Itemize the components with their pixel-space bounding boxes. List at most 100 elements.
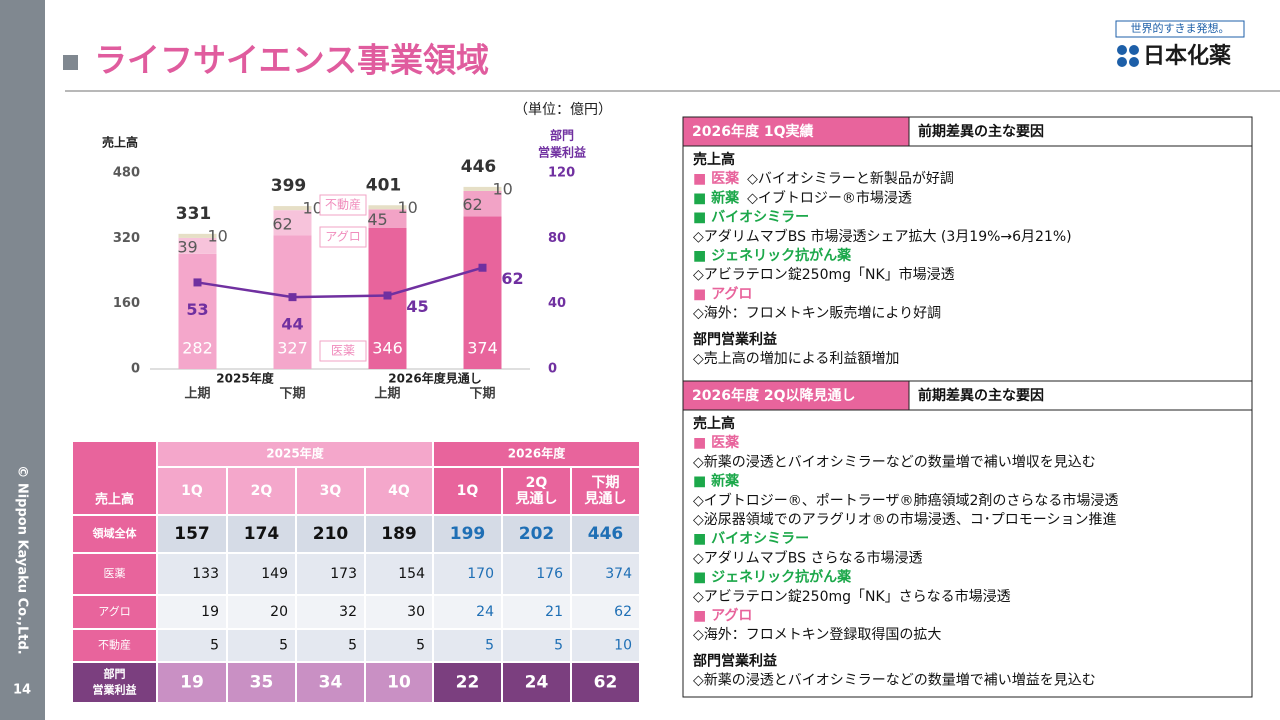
section-box (682, 116, 1253, 382)
table-cell (364, 661, 434, 704)
cell-value: 374 (605, 566, 632, 582)
y2-axis-title: 営業利益 (538, 145, 586, 160)
unit-label: （単位：億円） (514, 102, 612, 118)
line-text: ◇新薬の浸透とバイオシミラーなどの数量増で補い増益を見込む (693, 673, 1096, 689)
total-label: 401 (366, 175, 402, 195)
data-label: 62 (272, 214, 292, 233)
line-label: 44 (281, 315, 303, 334)
cell-text: 見通し (584, 491, 627, 507)
table-cell (295, 594, 366, 630)
table-cell (570, 661, 641, 704)
line-label: ■ アグロ (693, 285, 752, 302)
line-text: ◇泌尿器領域でのアラグリオ®の市場浸透、コ･プロモーション推進 (693, 511, 1117, 528)
y-tick-label: 0 (131, 362, 140, 377)
data-label: 327 (277, 339, 308, 358)
series-name: 医薬 (331, 344, 355, 358)
line-text: 部門営業利益 (693, 652, 777, 669)
line-text: ◇バイオシミラーと新製品が好調 (747, 171, 954, 187)
table-cell (364, 466, 434, 516)
line-text: ◇アダリムマブBS さらなる市場浸透 (693, 549, 922, 566)
cell-value: 30 (407, 604, 425, 620)
panel-line: ◇泌尿器領域でのアラグリオ®の市場浸透、コ･プロモーション推進 (693, 511, 1117, 528)
panel-line: ■ ジェネリック抗がん薬 (693, 247, 851, 264)
x-tick-label: 下期 (469, 387, 495, 402)
section-title: 2026年度 2Q以降見通し (692, 387, 855, 404)
cell-value: 149 (261, 566, 288, 582)
x-tick-label: 下期 (279, 387, 305, 402)
panel-line: ◇新薬の浸透とバイオシミラーなどの数量増で補い増収を見込む (693, 454, 1096, 470)
cell-text: 営業利益 (93, 683, 137, 697)
cell-text: 2Q (526, 475, 548, 491)
bar-segment (273, 210, 312, 236)
cell-text: アグロ (98, 604, 130, 618)
bar-segment (368, 205, 407, 210)
data-label: 10 (208, 226, 228, 245)
bar-segment (178, 233, 217, 238)
cell-value: 62 (614, 604, 632, 620)
panel-line: ◇海外：フロメトキン登録取得国の拡大 (693, 626, 941, 643)
table-cell (156, 661, 228, 704)
line-label: 62 (501, 269, 523, 288)
cell-value: 174 (244, 524, 280, 544)
line (197, 266, 483, 299)
cell-value: 10 (387, 673, 411, 693)
line-label: ■ ジェネリック抗がん薬 (693, 247, 851, 264)
category-group-label: 2026年度見通し (388, 371, 481, 386)
line-label: ■ 医薬 (693, 170, 739, 187)
line-label: ■ ジェネリック抗がん薬 (693, 569, 851, 586)
y-axis-title: 売上高 (102, 135, 138, 150)
cell-value: 19 (180, 673, 204, 693)
panel-line: ◇売上高の増加による利益額増加 (693, 350, 899, 367)
cell-text: 下期 (592, 475, 620, 491)
cell-text: 2025年度 (266, 446, 324, 461)
table-cell (71, 440, 158, 516)
line-label: ■ アグロ (693, 607, 752, 624)
section-title-box (682, 380, 910, 411)
cell-value: 157 (174, 524, 210, 544)
line-label: ■ バイオシミラー (693, 531, 809, 547)
section-header-box (908, 116, 1253, 147)
cell-text: 1Q (457, 483, 479, 499)
cell-value: 5 (348, 638, 357, 654)
cell-value: 24 (525, 673, 549, 693)
table-cell (570, 466, 641, 516)
cell-value: 176 (536, 566, 563, 582)
table-cell (570, 552, 641, 596)
cell-value: 34 (319, 673, 343, 693)
panel-line: ■ 新薬 ◇イブトロジー®市場浸透 (693, 189, 912, 206)
cell-text: 見通し (515, 491, 558, 507)
bar-segment (273, 235, 312, 369)
cell-value: 5 (210, 638, 219, 654)
data-label: 10 (398, 198, 418, 217)
cell-value: 199 (450, 524, 486, 544)
table-cell (570, 628, 641, 663)
table-cell (226, 552, 297, 596)
cell-value: 133 (192, 566, 219, 582)
line-text: 売上高 (693, 415, 735, 432)
total-label: 331 (176, 204, 212, 224)
page-number: 14 (13, 683, 31, 698)
section-title-box (682, 116, 910, 147)
data-label: 62 (462, 195, 482, 214)
bar-segment (463, 216, 502, 369)
cell-value: 24 (476, 604, 494, 620)
table-cell (295, 514, 366, 554)
section-header-box (908, 380, 1253, 411)
section-header: 前期差異の主な要因 (918, 387, 1044, 404)
line-text: ◇アダリムマブBS 市場浸透シェア拡大 (3月19%→6月21%) (693, 228, 1072, 245)
table-cell (156, 552, 228, 596)
cell-text: 部門 (104, 667, 126, 681)
title-bullet (63, 55, 78, 70)
panel-line: 部門営業利益 (693, 331, 777, 348)
data-label: 39 (177, 237, 197, 256)
bar-segment (368, 209, 407, 228)
cell-value: 5 (416, 638, 425, 654)
line-label: ■ 新薬 (693, 473, 739, 490)
logo-tagline-box (1115, 20, 1245, 38)
table-cell (226, 514, 297, 554)
line-marker (193, 278, 202, 287)
panel-line: ◇海外：フロメトキン販売増により好調 (693, 306, 941, 322)
copyright: © Nippon Kayaku Co.,Ltd. (15, 465, 30, 654)
